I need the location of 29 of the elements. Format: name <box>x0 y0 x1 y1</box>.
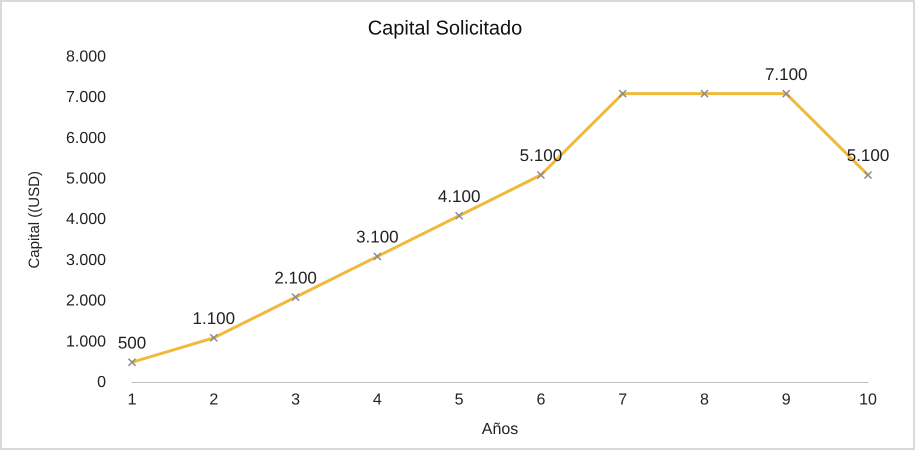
x-tick-label: 1 <box>128 392 137 409</box>
y-tick-label: 7.000 <box>66 89 106 106</box>
x-tick-label: 5 <box>454 392 464 409</box>
data-label: 500 <box>118 333 146 352</box>
y-tick-label: 5.000 <box>66 170 106 188</box>
x-tick-label: 8 <box>700 392 709 409</box>
data-label: 3.100 <box>356 228 399 247</box>
y-tick-label: 2.000 <box>66 292 106 310</box>
y-tick-label: 4.000 <box>66 211 106 228</box>
y-tick-label: 6.000 <box>66 130 106 147</box>
chart-title: Capital Solicitado <box>368 18 522 40</box>
y-tick-label: 0 <box>97 374 106 392</box>
y-tick-label: 8.000 <box>66 48 106 66</box>
data-label: 2.100 <box>274 268 317 288</box>
data-label: 7.100 <box>764 64 808 84</box>
data-label: 5.100 <box>846 146 890 166</box>
x-tick-label: 2 <box>209 392 218 409</box>
data-label: 4.100 <box>438 186 480 206</box>
x-tick-label: 4 <box>372 392 382 409</box>
x-tick-label: 9 <box>782 392 791 409</box>
x-tick-label: 7 <box>618 392 628 409</box>
y-tick-label: 3.000 <box>66 252 106 269</box>
x-tick-label: 6 <box>536 392 546 409</box>
x-axis-title: Años <box>482 420 518 438</box>
x-tick-label: 3 <box>291 392 300 409</box>
x-tick-label: 10 <box>859 392 877 409</box>
y-axis-title: Capital ((USD) <box>26 171 44 269</box>
data-label: 1.100 <box>192 309 236 328</box>
y-tick-label: 1.000 <box>66 333 106 350</box>
